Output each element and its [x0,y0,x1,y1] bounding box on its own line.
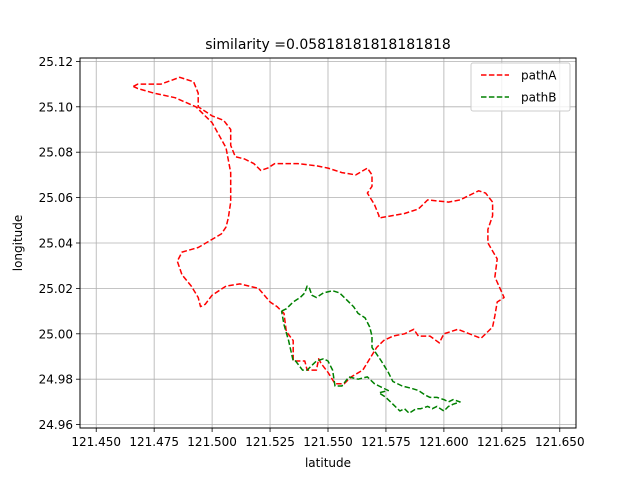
y-tick-label: 24.96 [39,418,73,432]
series-line-pathb [280,285,461,414]
x-tick-label: 121.625 [477,435,527,449]
x-tick-label: 121.600 [419,435,469,449]
legend-label-pathb: pathB [521,91,557,105]
legend-box [470,62,571,112]
y-tick-label: 25.08 [39,146,73,160]
y-tick-label: 25.10 [39,100,73,114]
y-tick-label: 25.00 [39,327,73,341]
x-tick-label: 121.475 [129,435,179,449]
x-tick-label: 121.500 [187,435,237,449]
y-axis-label: longitude [11,215,25,272]
x-tick-label: 121.575 [361,435,411,449]
series-lines [132,76,505,414]
series-line-patha [132,76,505,385]
x-tick-label: 121.650 [535,435,585,449]
x-tick-label: 121.525 [245,435,295,449]
y-tick-label: 24.98 [39,373,73,387]
y-tick-label: 25.02 [39,282,73,296]
y-axis-ticks: 24.96 24.98 25.00 25.02 25.04 25.06 25.08 25.10… [39,55,80,432]
legend: pathA pathB [470,62,571,112]
y-tick-label: 25.06 [39,191,73,205]
y-tick-label: 25.12 [39,55,73,69]
legend-label-patha: pathA [521,69,557,83]
x-axis-label: latitude [305,456,351,470]
x-tick-label: 121.550 [303,435,353,449]
grid [80,58,576,428]
x-tick-label: 121.450 [71,435,121,449]
x-axis-ticks: 121.450 121.475 121.500 121.525 121.550 121.5… [71,428,585,449]
y-tick-label: 25.04 [39,237,73,251]
chart-title: similarity =0.05818181818181818 [205,37,451,53]
